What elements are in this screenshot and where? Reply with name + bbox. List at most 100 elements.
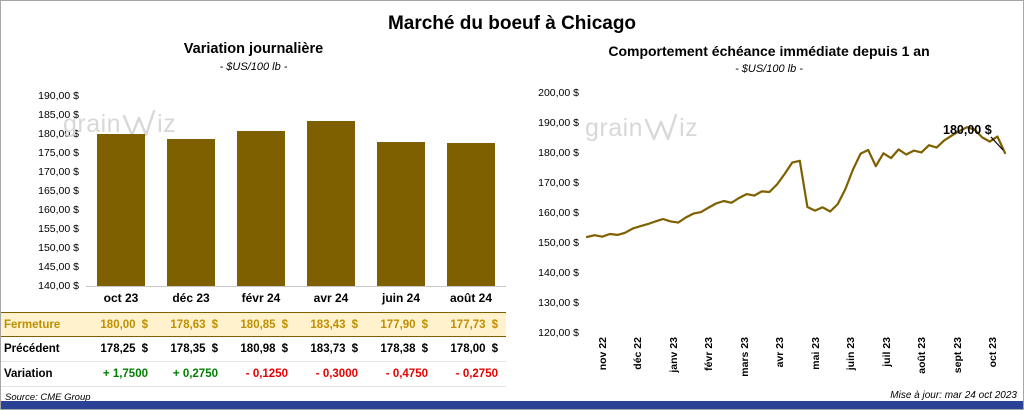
bar-chart-subtitle: - $US/100 lb - [219,61,288,73]
y-tick-label: 180,00 $ [538,147,579,159]
x-slot: févr 23 [692,337,728,371]
cell-variation-3: - 0,3000 [315,368,358,380]
watermark-w-icon [122,109,156,137]
annotation-arrow [990,136,1004,151]
x-tick-label: avr 23 [774,337,787,368]
cell-précédent-3: 183,73 $ [310,343,358,355]
bar-févr-24 [237,130,285,286]
y-tick-label: 150,00 $ [38,242,79,254]
line-chart-subtitle: - $US/100 lb - [735,63,803,75]
cell-précédent-2: 180,98 $ [240,343,288,355]
bar-chart-y-axis: 190,00 $ 185,00 $ 180,00 $ 175,00 $ 170,00 $… [15,90,79,292]
y-tick-label: 170,00 $ [538,177,579,189]
row-label: Fermeture [4,318,61,331]
cell-fermeture-0: 180,00 $ [100,318,148,331]
y-tick-label: 150,00 $ [538,237,579,249]
cell-variation-0: + 1,7500 [102,368,148,380]
watermark-grainwiz: grain iz [63,109,176,139]
bar-chart-title: Variation journalière [183,41,324,57]
x-slot: juil 23 [869,337,905,367]
x-tick-label: déc 22 [632,337,645,370]
x-slot: juin 23 [834,337,870,370]
cell-variation-1: + 0,2750 [172,368,218,380]
y-tick-label: 145,00 $ [38,261,79,273]
bar-juin-24 [377,141,425,286]
x-tick-label: oct 23 [103,291,139,305]
y-tick-label: 130,00 $ [538,297,579,309]
bar-déc-23 [167,139,215,286]
watermark-text-prefix: grain [585,113,644,142]
cell-variation-2: - 0,1250 [245,368,288,380]
cell-précédent-5: 178,00 $ [450,343,498,355]
watermark-w-icon [644,113,678,141]
table-row-variation: Variation + 1,7500 + 0,2750 - 0,1250 - 0,300… [1,362,506,387]
x-slot: sept 23 [940,337,976,373]
cell-variation-5: - 0,2750 [455,368,498,380]
table-row-précédent: Précédent 178,25 $ 178,35 $ 180,98 $ 183,73 $ 178… [1,337,506,362]
x-slot: avr 23 [763,337,799,367]
watermark-text-prefix: grain [63,109,122,138]
cell-fermeture-1: 178,63 $ [170,318,218,331]
x-slot: août 23 [905,337,941,374]
footer-bar [1,401,1023,409]
cell-précédent-0: 178,25 $ [100,343,148,355]
price-table: Fermeture 180,00 $ 178,63 $ 180,85 $ 183,43 $ 177… [1,312,506,387]
bar-plot [86,96,506,287]
bar-slot [296,96,366,286]
x-slot: janv 23 [656,337,692,373]
cell-fermeture-4: 177,90 $ [380,318,428,331]
bar-slot [226,96,296,286]
x-tick-label: mars 23 [738,337,751,377]
cell-précédent-1: 178,35 $ [170,343,218,355]
y-tick-label: 140,00 $ [538,267,579,279]
watermark-grainwiz: grain iz [585,113,698,143]
cell-fermeture-3: 183,43 $ [310,318,358,331]
y-tick-label: 185,00 $ [38,109,79,121]
x-tick-label: mai 23 [809,337,822,370]
x-tick-label: janv 23 [667,337,680,373]
y-tick-label: 170,00 $ [38,166,79,178]
x-slot: mai 23 [798,337,834,370]
x-tick-label: juil 23 [880,337,893,367]
x-tick-label: févr 24 [241,291,281,305]
y-tick-label: 160,00 $ [38,204,79,216]
x-slot: oct 23 [976,337,1012,367]
line-chart-title: Comportement échéance immédiate depuis 1… [608,43,930,59]
x-tick-label: oct 23 [987,337,1000,368]
cell-fermeture-2: 180,85 $ [240,318,288,331]
watermark-text-suffix: iz [157,109,177,138]
bar-slot [436,96,506,286]
cell-fermeture-5: 177,73 $ [450,318,498,331]
x-slot: mars 23 [727,337,763,377]
x-tick-label: juin 24 [381,291,420,305]
line-plot: 180,00 $ [585,93,1011,333]
line-chart-y-axis: 200,00 $ 190,00 $ 180,00 $ 170,00 $ 160,00 $… [513,87,579,339]
update-text: Mise à jour: mar 24 oct 2023 [890,390,1017,401]
price-line [585,126,1007,239]
source-text: Source: CME Group [5,392,91,403]
x-tick-label: avr 24 [313,291,349,305]
page-title: Marché du boeuf à Chicago [387,13,637,34]
cell-précédent-4: 178,38 $ [380,343,428,355]
row-label: Variation [4,368,53,380]
bar-août-24 [447,142,495,286]
x-tick-label: févr 23 [703,337,716,371]
line-chart-svg [585,126,1007,239]
row-label: Précédent [4,343,60,355]
x-tick-label: déc 23 [172,291,210,305]
y-tick-label: 140,00 $ [38,280,79,292]
x-tick-label: août 23 [916,337,929,374]
y-tick-label: 190,00 $ [538,117,579,129]
y-tick-label: 190,00 $ [38,90,79,102]
x-slot: déc 22 [621,337,657,370]
y-tick-label: 175,00 $ [38,147,79,159]
bar-slot [156,96,226,286]
last-price-annotation: 180,00 $ [943,123,992,137]
y-tick-label: 120,00 $ [538,327,579,339]
y-tick-label: 165,00 $ [38,185,79,197]
x-tick-label: sept 23 [951,337,964,374]
bar-chart-x-axis: oct 23 déc 23 févr 24 avr 24 juin 24 août 24 [86,291,506,305]
bar-slot [86,96,156,286]
x-slot: nov 22 [585,337,621,370]
